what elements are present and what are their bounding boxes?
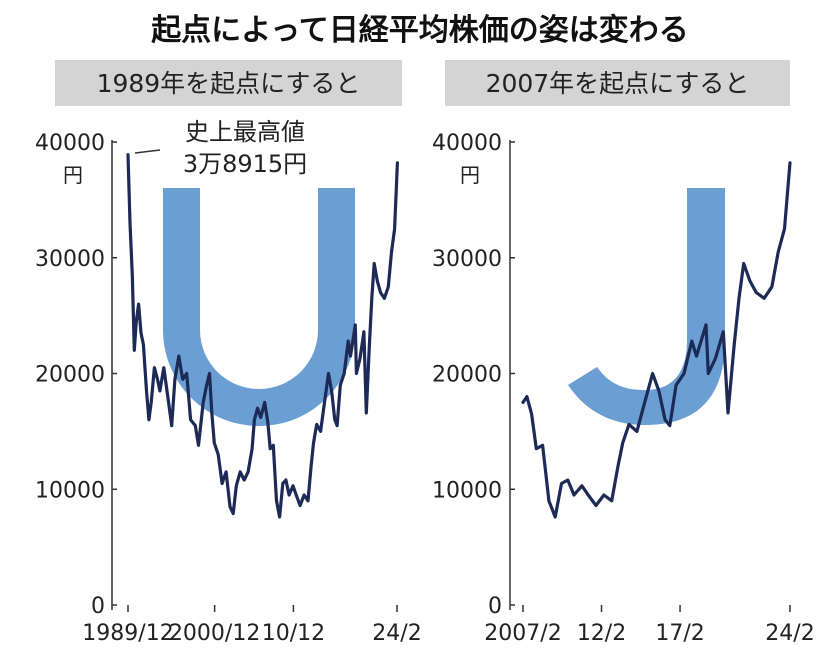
x-tick-label: 2007/2: [484, 621, 561, 646]
y-unit-label: 円: [460, 163, 480, 187]
series-line: [521, 161, 792, 519]
panel-header: [445, 60, 790, 106]
y-tick-label: 10000: [35, 478, 105, 503]
y-tick-label: 20000: [432, 363, 502, 388]
panel-header: [55, 60, 402, 106]
series-line: [126, 153, 399, 519]
y-tick-label: 30000: [432, 247, 502, 272]
x-tick-label: 2000/12: [169, 621, 260, 646]
y-tick-label: 10000: [432, 478, 502, 503]
y-tick-label: 30000: [35, 247, 105, 272]
y-tick-label: 40000: [432, 131, 502, 156]
chart-panel-1: 1989年を起点にすると 40000 30000 20000 10000 0 円 1989/1…: [35, 60, 422, 646]
x-tick-label: 24/2: [765, 621, 814, 646]
annotation-line-1: 史上最高値: [185, 118, 305, 146]
x-tick-label: 1989/12: [82, 621, 173, 646]
panel-title: 2007年を起点にすると: [486, 69, 750, 98]
x-tick-label: 17/2: [655, 621, 704, 646]
x-tick-label: 10/12: [262, 621, 325, 646]
y-tick-label: 0: [488, 594, 502, 619]
j-shape: [568, 188, 725, 425]
y-tick-label: 0: [91, 594, 105, 619]
y-tick-label: 40000: [35, 131, 105, 156]
x-tick-label: 12/2: [577, 621, 626, 646]
annotation-line-2: 3万8915円: [183, 150, 307, 178]
x-tick-label: 24/2: [372, 621, 421, 646]
y-tick-label: 20000: [35, 363, 105, 388]
chart-title: 起点によって日経平均株価の姿は変わる: [151, 13, 689, 48]
chart-panel-2: 2007年を起点にすると 40000 30000 20000 10000 0 円 2007/2…: [432, 60, 815, 646]
y-unit-label: 円: [63, 163, 83, 187]
panel-title: 1989年を起点にすると: [97, 69, 361, 98]
u-shape: [163, 188, 355, 426]
annotation-leader: [134, 149, 161, 154]
